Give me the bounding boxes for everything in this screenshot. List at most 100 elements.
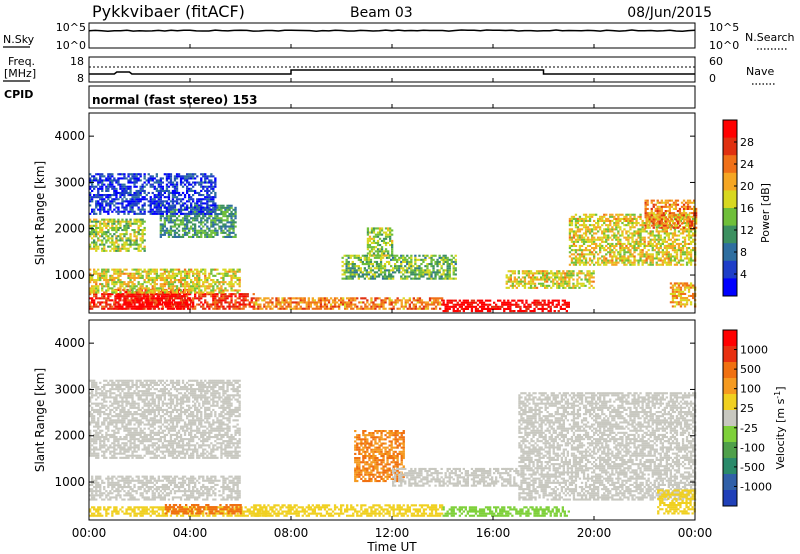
power-cell	[93, 239, 96, 242]
power-cell	[236, 270, 239, 273]
power-cell	[327, 301, 331, 304]
power-cell	[133, 194, 136, 197]
power-cell	[611, 261, 614, 264]
power-cell	[323, 297, 327, 300]
power-cell	[200, 181, 203, 184]
power-cell	[617, 257, 620, 260]
power-cell	[171, 229, 175, 232]
power-cell	[224, 206, 227, 209]
power-cell	[206, 281, 209, 284]
power-cell	[169, 285, 173, 288]
power-cell	[595, 226, 598, 229]
power-cell	[607, 251, 610, 254]
power-cell	[519, 278, 523, 281]
power-cell	[200, 229, 203, 232]
power-cell	[120, 307, 123, 310]
power-cell	[580, 224, 584, 227]
power-cell	[132, 293, 135, 296]
power-cell	[113, 204, 116, 207]
power-cell	[212, 200, 215, 203]
power-cell	[643, 238, 646, 241]
power-cell	[101, 235, 104, 238]
power-cell	[230, 289, 233, 292]
power-cell	[165, 173, 169, 176]
power-cell	[130, 293, 133, 296]
power-cell	[361, 273, 364, 276]
power-cell	[159, 183, 162, 186]
power-cell	[204, 276, 207, 279]
power-cell	[145, 281, 148, 284]
power-cell	[137, 233, 140, 236]
power-cell	[222, 274, 225, 277]
power-cell	[216, 229, 219, 232]
power-cell	[360, 301, 363, 304]
power-cell	[210, 289, 213, 292]
power-cell	[173, 206, 177, 209]
power-cell	[325, 307, 329, 310]
power-cell	[131, 274, 134, 277]
power-cell	[167, 173, 171, 176]
power-cell	[125, 204, 128, 207]
power-cell	[140, 305, 143, 308]
power-cell	[131, 285, 134, 288]
power-cell	[370, 301, 373, 304]
power-cell	[141, 239, 144, 242]
power-cell	[410, 258, 413, 261]
power-cell	[527, 272, 531, 275]
power-cell	[370, 241, 374, 244]
power-cell	[165, 196, 169, 199]
power-cell	[125, 241, 128, 244]
power-cell	[145, 272, 148, 275]
power-cell	[297, 303, 300, 306]
power-cell	[196, 231, 199, 234]
power-cell	[177, 272, 181, 275]
power-cell	[424, 307, 428, 310]
power-cell	[117, 210, 120, 213]
power-cell	[505, 282, 508, 285]
power-cell	[649, 238, 652, 241]
power-cell	[186, 227, 189, 230]
power-cell	[115, 229, 118, 232]
power-cell	[97, 237, 100, 240]
power-cell	[230, 270, 233, 273]
power-cell	[580, 270, 583, 273]
power-cell	[129, 237, 132, 240]
power-cell	[188, 221, 191, 224]
power-cell	[432, 299, 436, 302]
power-cell	[158, 303, 161, 306]
power-cell	[194, 279, 197, 282]
power-cell	[97, 274, 100, 277]
power-cell	[371, 263, 375, 266]
power-cell	[547, 299, 550, 302]
power-cell	[412, 297, 415, 300]
power-cell	[97, 226, 100, 229]
power-cell	[168, 307, 172, 310]
power-cell	[629, 228, 632, 231]
power-cell	[637, 263, 640, 266]
power-cell	[153, 279, 156, 282]
power-cell	[127, 194, 130, 197]
power-cell	[196, 217, 199, 220]
power-cell	[406, 277, 409, 280]
power-cell	[188, 291, 191, 294]
power-cell	[615, 238, 618, 241]
power-cell	[603, 255, 606, 258]
power-cell	[123, 196, 126, 199]
power-cell	[156, 295, 159, 298]
power-cell	[194, 215, 197, 218]
power-cell	[175, 200, 179, 203]
power-cell	[177, 210, 181, 213]
power-cell	[529, 305, 532, 308]
power-cell	[232, 307, 235, 310]
power-cell	[424, 269, 427, 272]
power-cell	[206, 287, 209, 290]
power-cell	[649, 257, 652, 260]
power-cell	[189, 299, 192, 302]
power-cell	[220, 297, 223, 300]
power-cell	[89, 297, 92, 300]
power-cell	[208, 175, 211, 178]
power-cell	[287, 301, 290, 304]
power-cell	[224, 307, 227, 310]
power-cell	[89, 303, 92, 306]
power-cell	[236, 307, 239, 310]
